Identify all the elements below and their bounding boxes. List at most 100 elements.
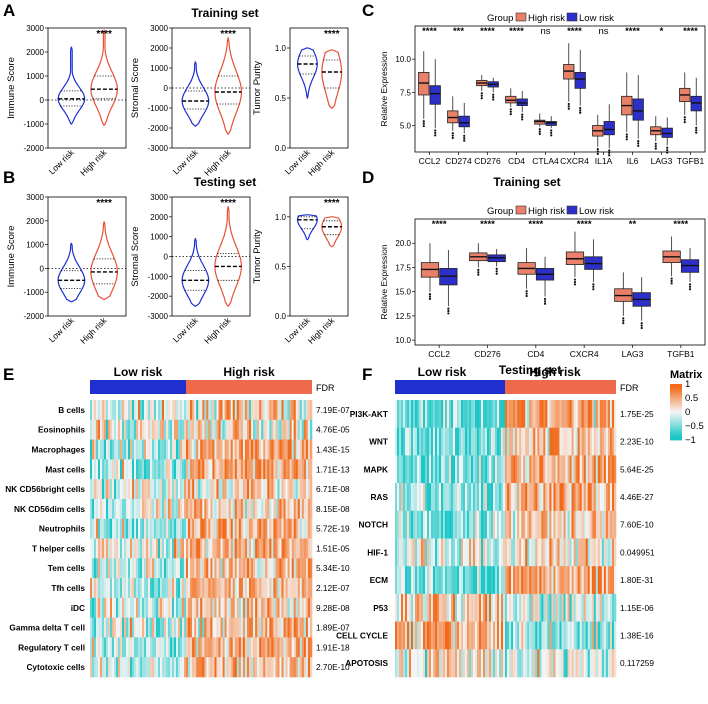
heatmap-cell (573, 510, 576, 539)
heatmap-cell (112, 597, 115, 618)
heatmap-cell (515, 566, 518, 595)
heatmap-cell (309, 657, 313, 678)
heatmap-cell (130, 538, 133, 559)
heatmap-cell (116, 518, 119, 539)
heatmap-cell (178, 558, 181, 579)
heatmap-cell (279, 498, 282, 520)
heatmap-cell (126, 578, 129, 599)
heatmap-cell (481, 483, 484, 512)
heatmap-cell (507, 400, 510, 428)
heatmap-cell (257, 518, 260, 539)
heatmap-cell (118, 479, 121, 500)
heatmap-cell (275, 538, 278, 559)
heatmap-cell (505, 621, 508, 650)
heatmap-cell (469, 566, 472, 595)
box-outlier (447, 307, 450, 310)
heatmap-cell (613, 483, 617, 512)
box-outlier (451, 134, 454, 137)
heatmap-cell (100, 419, 103, 440)
heatmap-cell (445, 593, 448, 622)
heatmap-cell (178, 459, 181, 480)
heatmap-cell (395, 621, 398, 650)
y-tick-label: 12.5 (395, 312, 411, 321)
heatmap-cell (405, 400, 408, 428)
heatmap-cell (164, 637, 167, 658)
heatmap-cell (118, 439, 121, 460)
heatmap-cell (443, 455, 446, 484)
panel-letter-f: F (362, 365, 372, 384)
heatmap-cell (168, 597, 171, 618)
heatmap-cell (164, 578, 167, 599)
heatmap-cell (255, 479, 258, 500)
heatmap-row (395, 593, 617, 622)
heatmap-cell (251, 400, 254, 421)
heatmap-cell (96, 459, 99, 480)
heatmap-cell (277, 439, 280, 460)
heatmap-cell (114, 439, 117, 460)
heatmap-cell (427, 649, 430, 678)
heatmap-cell (134, 558, 137, 579)
heatmap-cell (425, 483, 428, 512)
heatmap-cell (591, 510, 595, 539)
heatmap-cell (142, 617, 145, 638)
heatmap-cell (156, 518, 159, 539)
heatmap-cell (110, 439, 113, 460)
heatmap-cell (108, 637, 111, 658)
heatmap-cell (565, 400, 568, 428)
heatmap-cell (148, 498, 151, 520)
heatmap-cell (545, 538, 548, 567)
heatmap-cell (216, 498, 219, 520)
heatmap-cell (499, 483, 502, 512)
y-axis-label: Relative Expression (379, 244, 389, 319)
matrix-legend: Matrix (670, 369, 703, 381)
heatmap-cell (279, 657, 282, 678)
heatmap-cell (128, 498, 131, 520)
heatmap-cell (132, 459, 135, 480)
heatmap-cell (307, 617, 311, 638)
heatmap-cell (204, 558, 207, 579)
heatmap-row-label: T helper cells (32, 543, 85, 553)
heatmap-cell (222, 657, 225, 678)
heatmap-cell (597, 455, 601, 484)
heatmap-cell (172, 439, 175, 460)
heatmap-cell (439, 566, 442, 595)
heatmap-cell (261, 400, 264, 421)
heatmap-cell (180, 439, 183, 460)
heatmap-cell (214, 657, 217, 678)
heatmap-cell (140, 617, 143, 638)
heatmap-cell (204, 498, 207, 520)
heatmap-cell (100, 597, 103, 618)
heatmap-cell (533, 538, 536, 567)
heatmap-cell (473, 621, 476, 650)
heatmap-cell (429, 483, 432, 512)
heatmap-cell (565, 538, 568, 567)
heatmap-cell (547, 593, 550, 622)
y-tick-label: 10.0 (395, 55, 411, 64)
heatmap-cell (222, 518, 225, 539)
heatmap-cell (435, 566, 438, 595)
significance-label: * (660, 26, 664, 37)
box-outlier (637, 140, 640, 143)
box-outlier (695, 131, 698, 134)
heatmap-cell (583, 400, 587, 428)
heatmap-cell (475, 455, 478, 484)
heatmap-cell (559, 538, 562, 567)
heatmap-cell (253, 439, 256, 460)
heatmap-cell (271, 538, 274, 559)
heatmap-cell (551, 593, 554, 622)
heatmap-cell (263, 518, 266, 539)
heatmap-cell (146, 459, 149, 480)
heatmap-cell (146, 538, 149, 559)
heatmap-cell (467, 538, 470, 567)
box-outlier (422, 124, 425, 128)
heatmap-cell (142, 518, 145, 539)
heatmap-cell (459, 455, 462, 484)
heatmap-cell (283, 518, 286, 539)
heatmap-cell (118, 597, 121, 618)
heatmap-cell (253, 578, 256, 599)
heatmap-cell (208, 637, 211, 658)
heatmap-cell (134, 400, 137, 421)
heatmap-cell (449, 455, 452, 484)
